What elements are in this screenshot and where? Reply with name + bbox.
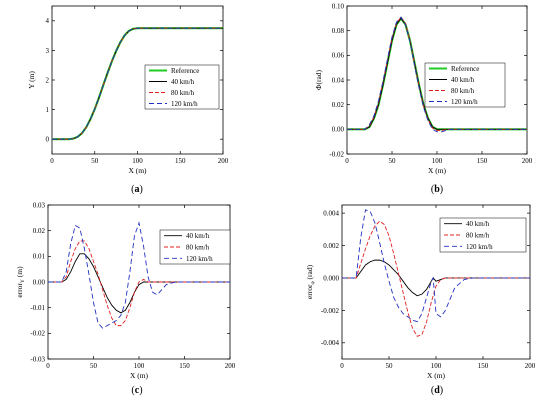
panel-a: 0 50 100 150 200 0 1 2 3 4 X (m) Y (m) Reference 40 k… (27, 5, 229, 175)
y-tick-label: 1 (46, 106, 50, 114)
series-line-80-km-h (347, 16, 527, 132)
y-tick-label: 4 (46, 17, 50, 25)
y-tick-label: -0.01 (30, 304, 45, 312)
y-tick-label: -0.02 (329, 150, 344, 158)
series-line-40-km-h (342, 259, 530, 297)
y-tick-label: 0.01 (33, 253, 46, 261)
x-tick-label: 200 (225, 362, 236, 370)
x-tick-label: 50 (90, 362, 98, 370)
legend-entry: 80 km/h (171, 89, 195, 97)
series-line-40-km-h (347, 17, 527, 130)
legend-entry: 80 km/h (186, 244, 210, 252)
y-tick-label: 0.002 (323, 242, 339, 250)
legend: 40 km/h 80 km/h 120 km/h (439, 217, 527, 253)
legend-entry: 40 km/h (451, 76, 475, 84)
legend-entry: 120 km/h (186, 255, 213, 263)
x-tick-label: 200 (218, 157, 229, 165)
series-line-80-km-h (48, 240, 230, 327)
legend-entry: 120 km/h (171, 100, 198, 108)
x-tick-label: 0 (46, 362, 50, 370)
series-line-120-km-h (48, 221, 230, 329)
y-tick-label: 0.004 (323, 210, 339, 218)
x-axis-label: X (m) (427, 371, 446, 380)
y-axis-label: Φ(rad) (314, 69, 323, 90)
x-tick-label: 150 (477, 157, 488, 165)
legend-entry: Reference (451, 65, 479, 73)
y-tick-label: 0.00 (332, 126, 345, 134)
series-line-40-km-h (48, 253, 230, 314)
x-tick-label: 0 (50, 157, 54, 165)
y-tick-label: -0.03 (30, 355, 45, 363)
x-tick-label: 100 (132, 157, 143, 165)
y-axis-label: Y (m) (27, 71, 36, 89)
legend-box (144, 64, 220, 110)
x-tick-label: 100 (432, 157, 443, 165)
legend-entry: 80 km/h (466, 232, 490, 240)
panel-c: 0 50 100 150 200 -0.03 -0.02 -0.01 0.00 0.01 0.02 0… (15, 201, 236, 380)
panel-caption: (d) (431, 385, 443, 396)
y-axis-label: errorY (m) (15, 266, 26, 298)
panel-b: 0 50 100 150 200 -0.02 0.00 0.02 0.04 0.06 0.08 0.1… (314, 2, 533, 175)
x-axis-label: X (m) (428, 166, 447, 175)
y-tick-label: 0.03 (33, 201, 46, 209)
y-axis-label: errorφ (rad) (305, 264, 316, 299)
y-tick-label: -0.004 (321, 339, 340, 347)
y-tick-label: 0.02 (33, 227, 46, 235)
x-tick-label: 150 (478, 362, 489, 370)
series-line-120-km-h (52, 27, 223, 140)
y-tick-label: 0.02 (332, 101, 345, 109)
y-tick-label: 2 (46, 76, 50, 84)
x-axis-label: X (m) (130, 371, 149, 380)
x-tick-label: 100 (431, 362, 442, 370)
series-line-120-km-h (347, 16, 527, 133)
legend: Reference 40 km/h 80 km/h 120 km/h (144, 64, 220, 110)
y-tick-label: 0 (46, 136, 50, 144)
y-tick-label: -0.002 (321, 307, 340, 315)
x-tick-label: 50 (386, 362, 394, 370)
x-tick-label: 0 (345, 157, 349, 165)
x-tick-label: 0 (340, 362, 344, 370)
panel-d: 0 50 100 150 200 -0.004 -0.002 0.000 0.002 0.004 X… (305, 204, 536, 380)
y-tick-label: 0.10 (332, 2, 345, 10)
y-tick-label: -0.02 (30, 330, 45, 338)
x-tick-label: 200 (522, 157, 533, 165)
legend-entry: 120 km/h (466, 243, 493, 251)
legend: Reference 40 km/h 80 km/h 120 km/h (424, 62, 506, 108)
x-tick-label: 50 (91, 157, 99, 165)
series-line-80-km-h (342, 220, 530, 337)
panel-caption: (c) (131, 385, 142, 396)
x-tick-label: 50 (389, 157, 397, 165)
panel-caption: (a) (131, 184, 143, 195)
series-line-120-km-h (342, 209, 530, 323)
x-axis-label: X (m) (128, 166, 147, 175)
legend-entry: 40 km/h (466, 220, 490, 228)
y-tick-label: 3 (46, 47, 50, 55)
legend-entry: 40 km/h (171, 78, 195, 86)
panel-caption: (b) (431, 184, 443, 195)
x-tick-label: 150 (179, 362, 190, 370)
y-tick-label: 0.00 (33, 278, 46, 286)
y-tick-label: 0.06 (332, 52, 345, 60)
legend-entry: Reference (171, 67, 199, 75)
y-tick-label: 0.000 (323, 274, 339, 282)
legend: 40 km/h 80 km/h 120 km/h (159, 229, 231, 265)
legend-box (424, 62, 506, 108)
y-tick-label: 0.04 (332, 76, 345, 84)
y-tick-label: 0.08 (332, 27, 345, 35)
x-tick-label: 200 (525, 362, 536, 370)
legend-entry: 80 km/h (451, 87, 475, 95)
x-tick-label: 100 (134, 362, 145, 370)
legend-entry: 40 km/h (186, 232, 210, 240)
x-tick-label: 150 (175, 157, 186, 165)
legend-entry: 120 km/h (451, 98, 478, 106)
